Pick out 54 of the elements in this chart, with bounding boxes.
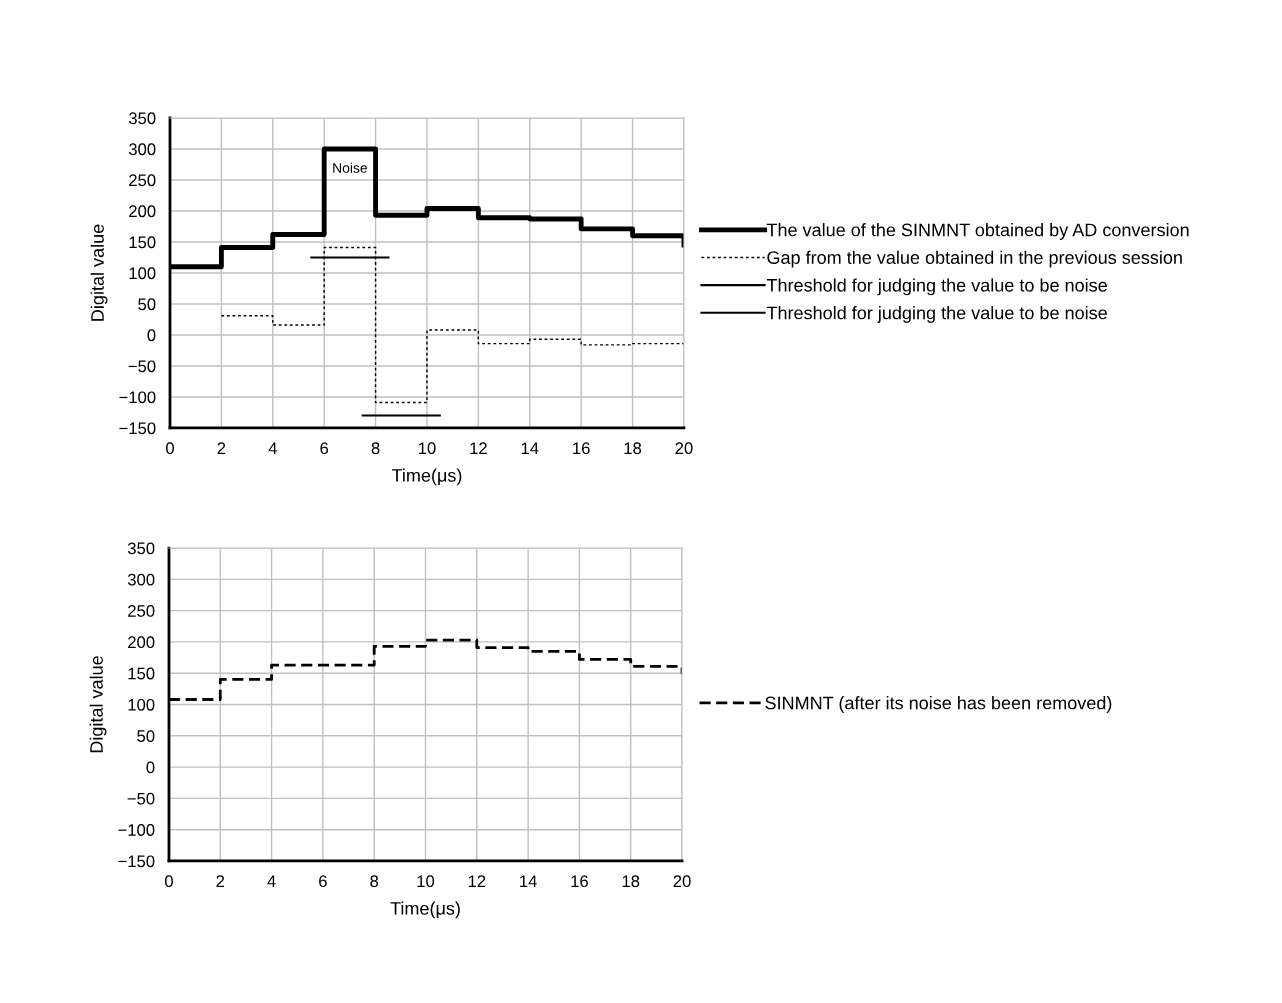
y-tick-label: 50 <box>138 298 156 311</box>
x-tick-label: 18 <box>622 875 640 888</box>
y-tick-label: 100 <box>128 698 155 711</box>
x-axis-title: Time(μs) <box>390 901 460 919</box>
y-tick-label: −150 <box>118 855 155 868</box>
x-tick-label: 0 <box>166 442 174 455</box>
x-tick-label: 4 <box>268 442 277 454</box>
x-tick-label: 6 <box>319 875 327 888</box>
legend-label: The value of the SINMNT obtained by AD conversion <box>766 223 1189 240</box>
x-tick-label: 20 <box>673 875 691 888</box>
x-tick-label: 4 <box>267 875 276 887</box>
legend-label: Threshold for judging the value to be noise <box>766 306 1107 323</box>
y-tick-label: 300 <box>128 143 156 156</box>
y-tick-label: 0 <box>147 329 156 342</box>
x-tick-label: 12 <box>468 875 486 887</box>
legend-label: Gap from the value obtained in the previous session <box>767 250 1182 268</box>
x-tick-label: 10 <box>418 442 436 455</box>
y-tick-label: 150 <box>129 236 156 249</box>
y-axis-title: Digital value <box>89 656 107 753</box>
y-tick-label: 100 <box>129 267 156 280</box>
x-tick-label: 8 <box>370 875 379 888</box>
y-tick-label: −100 <box>118 824 155 836</box>
y-axis-title: Digital value <box>90 224 108 321</box>
x-tick-label: 2 <box>217 442 226 454</box>
y-tick-label: 250 <box>128 605 155 617</box>
y-tick-label: 0 <box>146 761 155 774</box>
x-tick-label: 0 <box>164 875 173 888</box>
y-tick-label: 250 <box>129 174 156 187</box>
x-tick-label: 16 <box>571 875 588 888</box>
x-axis-title: Time(μs) <box>391 468 462 486</box>
x-tick-label: 14 <box>520 875 537 887</box>
x-tick-label: 16 <box>573 442 590 455</box>
y-tick-label: −50 <box>128 360 156 373</box>
x-tick-label: 18 <box>624 442 642 455</box>
y-tick-label: 200 <box>128 636 155 649</box>
y-tick-label: 350 <box>128 112 156 125</box>
annotation: Noise <box>333 162 368 173</box>
y-tick-label: −150 <box>119 422 156 435</box>
y-tick-label: −50 <box>127 792 155 805</box>
x-tick-label: 20 <box>675 442 693 455</box>
x-tick-label: 2 <box>216 875 225 887</box>
y-tick-label: 350 <box>127 542 155 555</box>
x-tick-label: 14 <box>521 442 539 454</box>
y-tick-label: 200 <box>129 205 156 218</box>
x-tick-label: 8 <box>371 442 380 455</box>
y-tick-label: −100 <box>119 391 156 404</box>
y-tick-label: 50 <box>137 730 155 742</box>
y-tick-label: 150 <box>128 667 155 680</box>
x-tick-label: 12 <box>470 442 487 454</box>
x-tick-label: 10 <box>417 875 435 888</box>
y-tick-label: 300 <box>127 573 155 586</box>
legend-label: Threshold for judging the value to be noise <box>766 278 1107 296</box>
legend-label: SINMNT (after its noise has been removed) <box>765 696 1112 713</box>
x-tick-label: 6 <box>320 442 329 455</box>
